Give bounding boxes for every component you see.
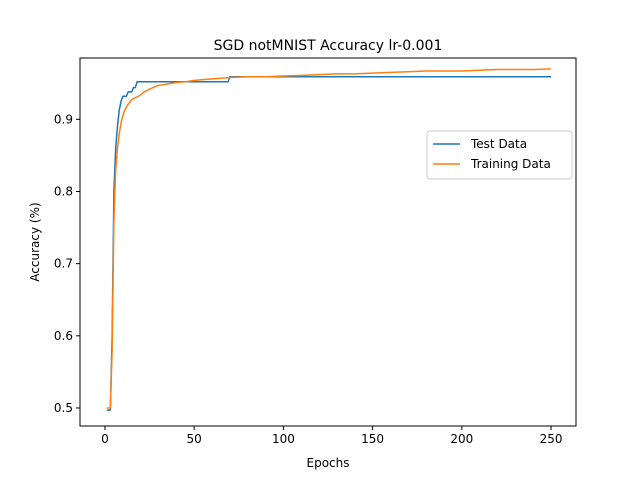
series-line-training-data: [106, 68, 552, 409]
plot-frame: [79, 57, 577, 427]
plot-series-group: [106, 68, 552, 411]
chart-title: SGD notMNIST Accuracy lr-0.001: [214, 38, 443, 54]
y-tick-label: 0.9: [54, 112, 73, 126]
y-tick-label: 0.5: [54, 401, 73, 415]
x-tick-label: 50: [187, 432, 202, 446]
x-tick-label: 150: [361, 432, 384, 446]
x-tick-label: 250: [540, 432, 563, 446]
y-tick-label: 0.7: [54, 257, 73, 271]
y-axis-ticks: 0.5 0.6 0.7 0.8 0.9: [54, 112, 80, 415]
x-axis-label: Epochs: [307, 456, 350, 470]
x-tick-label: 100: [272, 432, 295, 446]
x-axis-ticks: 0 50 100 150 200 250: [101, 426, 562, 446]
y-tick-label: 0.6: [54, 329, 73, 343]
series-line-test-data: [106, 76, 552, 411]
x-tick-label: 0: [101, 432, 109, 446]
legend: Test Data Training Data: [426, 130, 573, 180]
legend-label-training-data: Training Data: [470, 157, 551, 171]
y-tick-label: 0.8: [54, 184, 73, 198]
legend-box: [426, 130, 573, 180]
x-tick-label: 200: [450, 432, 473, 446]
legend-label-test-data: Test Data: [470, 137, 527, 151]
y-axis-label: Accuracy (%): [28, 202, 42, 281]
